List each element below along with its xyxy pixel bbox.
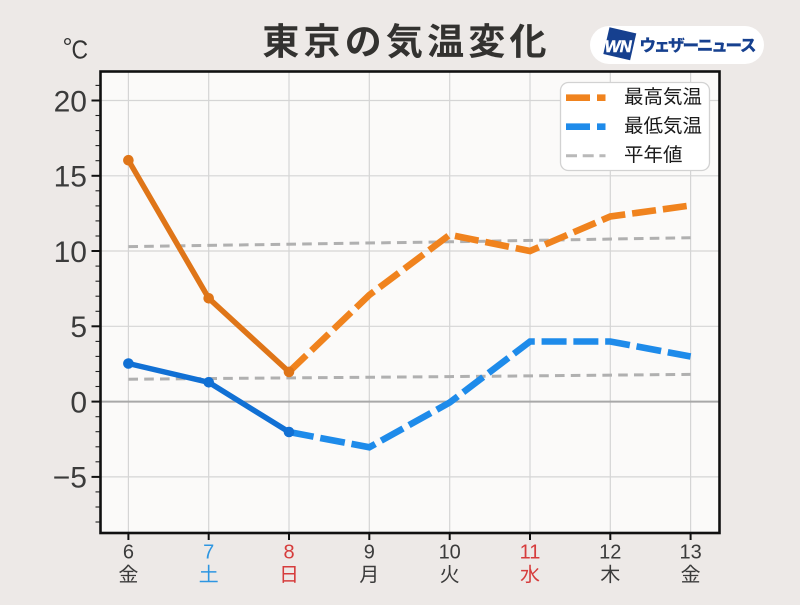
svg-text:C: C [72,36,89,65]
svg-text:−5: −5 [53,462,87,495]
svg-text:7: 7 [203,541,214,563]
svg-text:9: 9 [364,541,375,563]
svg-text:8: 8 [283,541,294,563]
svg-text:13: 13 [679,541,701,563]
svg-text:11: 11 [520,541,541,563]
svg-text:20: 20 [54,85,87,118]
svg-text:15: 15 [54,161,87,194]
svg-text:6: 6 [123,541,134,563]
svg-text:0: 0 [70,386,87,419]
svg-text:10: 10 [439,541,461,563]
svg-text:°: ° [63,33,73,61]
svg-text:12: 12 [599,541,621,563]
svg-text:10: 10 [54,236,87,269]
svg-text:WN: WN [605,38,633,56]
svg-text:5: 5 [70,311,87,344]
